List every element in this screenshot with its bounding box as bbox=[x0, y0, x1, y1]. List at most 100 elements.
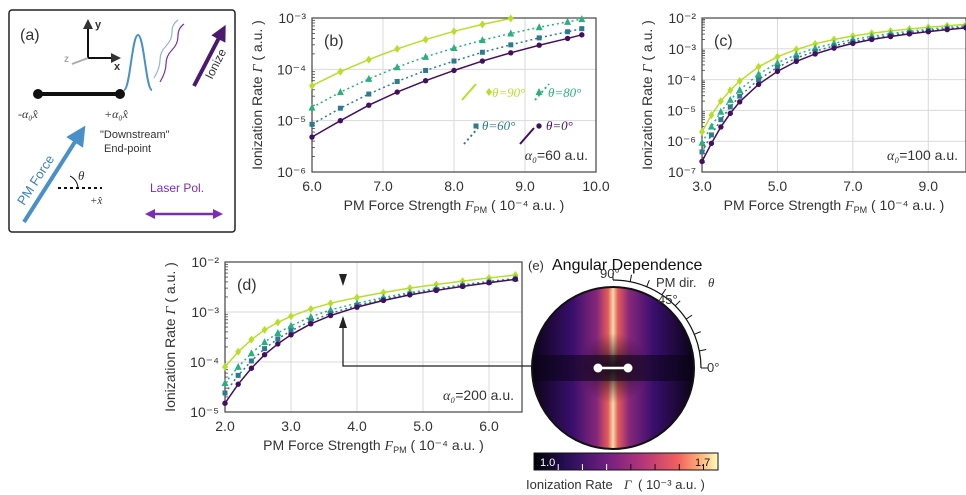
y-axis-label: y bbox=[95, 19, 102, 31]
panel-a-label: (a) bbox=[20, 27, 40, 44]
data-point bbox=[479, 20, 486, 29]
data-point bbox=[869, 36, 875, 43]
angle-tick bbox=[685, 314, 693, 320]
data-point bbox=[380, 297, 387, 304]
series-line bbox=[224, 277, 516, 384]
data-point bbox=[479, 49, 485, 55]
data-point bbox=[774, 68, 781, 75]
data-point bbox=[365, 74, 373, 82]
data-point bbox=[737, 93, 743, 99]
endpoint-label: End-point bbox=[104, 143, 151, 155]
x-axis-label-sub: PM bbox=[474, 205, 488, 215]
ionize-arrow bbox=[192, 24, 226, 87]
series-line bbox=[311, 18, 582, 109]
data-point bbox=[354, 293, 360, 302]
y-axis-label: Ionization Rate Γ ( a.u. ) bbox=[639, 20, 656, 170]
connector bbox=[339, 274, 532, 367]
colorbar-label: Ionization Rate bbox=[526, 477, 613, 492]
y-tick-label: 10⁻² bbox=[191, 254, 219, 270]
panel-label: (c) bbox=[714, 33, 733, 50]
y-axis-label-symbol: Γ bbox=[251, 64, 266, 74]
y-axis-label-symbol: Γ bbox=[641, 64, 656, 74]
x-axis-label-unit: ( 10⁻⁴ a.u. ) bbox=[407, 437, 484, 453]
data-point bbox=[831, 45, 837, 51]
y-axis-label: Ionization Rate Γ ( a.u. ) bbox=[249, 20, 266, 170]
legend-line bbox=[534, 83, 550, 101]
data-point bbox=[287, 321, 295, 329]
alpha-value: =60 a.u. bbox=[537, 147, 588, 163]
panel-e: (e) Angular Dependence PM dir. θ 90° 45°… bbox=[526, 257, 719, 492]
data-point bbox=[773, 58, 781, 66]
x-axis-label-unit: ( 10⁻⁴ a.u. ) bbox=[867, 197, 944, 213]
tick-45-label: 45° bbox=[658, 292, 678, 307]
legend-line bbox=[463, 127, 479, 145]
disk-left-atom bbox=[593, 363, 603, 373]
data-point bbox=[247, 349, 255, 357]
data-point bbox=[222, 400, 228, 406]
data-point bbox=[309, 121, 315, 127]
theta-arc bbox=[69, 175, 79, 189]
data-point bbox=[906, 31, 913, 37]
plot-frame bbox=[224, 261, 523, 413]
data-point bbox=[234, 362, 242, 370]
disk-right-atom bbox=[623, 363, 633, 373]
panel-a-frame bbox=[8, 9, 236, 233]
legend-line bbox=[519, 127, 535, 145]
x-axis-label-symbol: F bbox=[464, 199, 474, 214]
panel-e-title: Angular Dependence bbox=[552, 257, 702, 274]
series-line bbox=[701, 25, 966, 143]
y-axis-label-text: Ionization Rate bbox=[162, 315, 178, 412]
data-point bbox=[308, 318, 314, 324]
x-axis-label-symbol: F bbox=[384, 439, 394, 454]
x-axis-label-sub: PM bbox=[393, 445, 407, 455]
legend-entry: θ=90° bbox=[492, 85, 525, 100]
data-point bbox=[275, 336, 281, 342]
x-axis-label: PM Force Strength FPM ( 10⁻⁴ a.u. ) bbox=[724, 197, 945, 215]
x-tick-label: 9.0 bbox=[515, 178, 535, 194]
left-point-label: -α₀x̂ bbox=[18, 107, 38, 121]
connector-arrow-down bbox=[339, 274, 347, 286]
data-point bbox=[407, 292, 413, 298]
data-point bbox=[235, 381, 241, 387]
data-point bbox=[774, 52, 781, 61]
angle-tick bbox=[699, 348, 707, 352]
data-point bbox=[727, 86, 734, 95]
data-point bbox=[309, 81, 315, 90]
data-point bbox=[235, 372, 241, 378]
data-point bbox=[564, 35, 571, 42]
plot-frame bbox=[311, 17, 597, 173]
legend-line bbox=[461, 83, 477, 101]
y-axis-label-unit: ( a.u. ) bbox=[162, 262, 178, 306]
data-point bbox=[699, 127, 705, 136]
legend-marker bbox=[535, 88, 543, 95]
alpha-annotation: α₀=200 a.u. bbox=[443, 387, 514, 404]
ionize-wave-dark bbox=[159, 23, 185, 83]
y-axis-label-text: Ionization Rate bbox=[639, 73, 655, 170]
angle-tick bbox=[661, 288, 667, 296]
legend-marker bbox=[536, 123, 542, 129]
data-point bbox=[478, 36, 486, 44]
data-point bbox=[248, 335, 255, 344]
data-point bbox=[812, 39, 819, 48]
y-axis-label-unit: ( a.u. ) bbox=[639, 20, 655, 64]
x-tick-label: 10.0 bbox=[582, 178, 609, 194]
z-axis-arrow bbox=[71, 57, 89, 65]
data-point bbox=[699, 149, 705, 155]
data-point bbox=[579, 26, 585, 32]
data-point bbox=[275, 341, 281, 347]
y-axis-label-symbol: Γ bbox=[164, 306, 179, 316]
y-tick-label: 10⁻⁵ bbox=[277, 113, 306, 129]
y-tick-label: 10⁻⁶ bbox=[277, 164, 306, 180]
plus-x-label: +x̂ bbox=[90, 195, 103, 207]
data-point bbox=[261, 338, 269, 346]
angle-tick bbox=[646, 280, 650, 287]
chart-panel-c: 3.0 5.0 7.0 9.0 10⁻⁷ 10⁻⁶ 10⁻⁵ 10⁻⁴ 10⁻³ 10⁻² Ioni… bbox=[639, 10, 966, 215]
x-tick-label: 6.0 bbox=[302, 178, 322, 194]
pm-dir-theta: θ bbox=[708, 275, 715, 290]
data-point bbox=[433, 280, 440, 289]
data-point bbox=[422, 52, 430, 60]
data-point bbox=[337, 105, 343, 111]
angle-tick bbox=[674, 300, 681, 307]
data-point bbox=[307, 312, 315, 320]
data-point bbox=[564, 17, 572, 25]
